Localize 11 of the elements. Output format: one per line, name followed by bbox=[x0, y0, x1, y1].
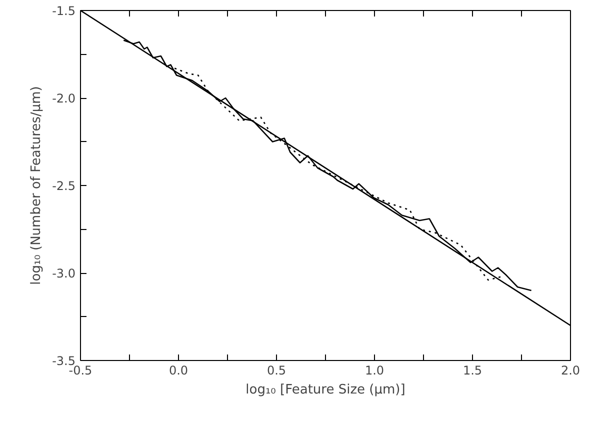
x-tick-label: 1.5 bbox=[462, 364, 482, 378]
y-axis-title: log₁₀ (Number of Features/μm) bbox=[29, 86, 44, 285]
x-axis-title: log₁₀ [Feature Size (μm)] bbox=[246, 382, 406, 398]
text: 2.0 bbox=[560, 364, 580, 378]
text: -2.0 bbox=[52, 92, 76, 106]
text: -3.0 bbox=[52, 266, 76, 280]
x-tick-label: 0.5 bbox=[266, 364, 286, 378]
text: 0.0 bbox=[168, 364, 188, 378]
y-tick-label: -2.5 bbox=[52, 179, 76, 193]
y-tick-label: -1.5 bbox=[52, 4, 76, 18]
text: 1.0 bbox=[364, 364, 384, 378]
